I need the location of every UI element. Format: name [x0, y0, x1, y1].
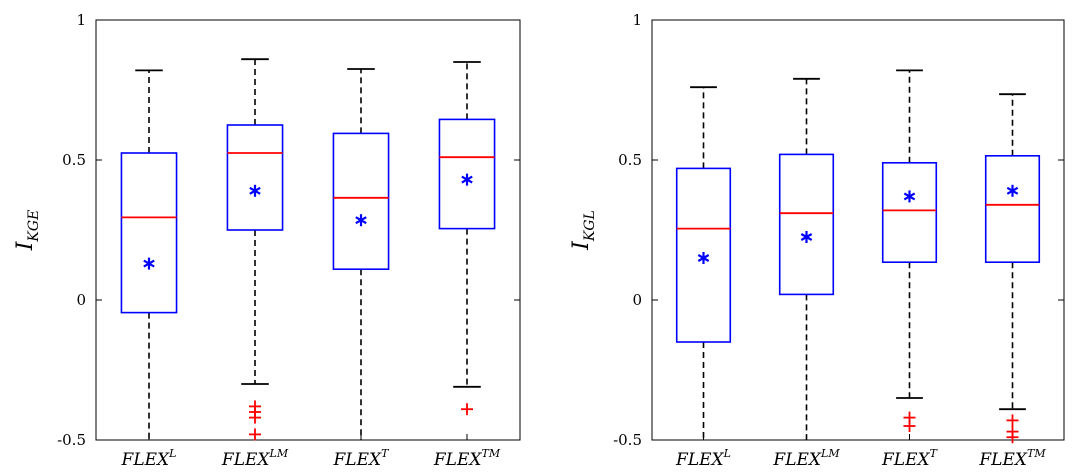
x-tick-label-base: FLEX [881, 450, 930, 470]
x-tick-label-base: FLEX [772, 450, 821, 470]
x-tick-label-base: FLEX [433, 450, 482, 470]
y-tick-label: 0.5 [62, 151, 86, 169]
iqr-box [120, 152, 178, 314]
x-tick-label-sup: T [381, 447, 390, 460]
y-tick-label: 1 [632, 11, 642, 29]
x-tick-label: FLEXL [121, 447, 177, 470]
iqr-box [675, 167, 732, 343]
iqr-box [438, 118, 496, 230]
x-tick-label: FLEXL [675, 447, 731, 470]
outlier-marker [249, 428, 261, 441]
mean-marker-stroke [1006, 186, 1019, 195]
x-tick-label-sup: LM [269, 447, 289, 460]
mean-marker [1006, 184, 1019, 197]
y-tick-label: 1 [76, 11, 86, 29]
box-group [120, 69, 178, 440]
mean-marker [903, 190, 916, 203]
box-group [438, 61, 496, 416]
x-tick-label-base: FLEX [221, 450, 270, 470]
y-axis-label-sub: KGE [26, 210, 42, 243]
mean-marker-stroke [800, 233, 813, 241]
x-tick-label: FLEXTM [433, 447, 501, 470]
mean-marker [697, 252, 710, 264]
x-tick-label-sup: T [930, 447, 939, 460]
iqr-box [226, 124, 284, 231]
iqr-box [881, 162, 938, 264]
axes-frame [95, 19, 521, 441]
mean-marker-stroke [903, 192, 916, 201]
iqr-box [778, 153, 835, 296]
x-tick-label: FLEXTM [978, 447, 1046, 470]
box-group [675, 86, 732, 440]
y-tick-label: 0.5 [618, 151, 642, 169]
x-tick-label: FLEXLM [221, 447, 289, 470]
mean-marker-stroke [143, 259, 155, 268]
x-tick-label-sup: L [723, 447, 731, 460]
y-axis-label: IKGE [13, 210, 42, 252]
outlier-marker [249, 411, 261, 424]
y-axis-label-base: I [13, 240, 38, 251]
x-tick-label: FLEXT [333, 447, 391, 470]
outlier-marker [461, 403, 473, 416]
box-group [984, 93, 1041, 444]
x-tick-label: FLEXT [881, 447, 939, 470]
x-tick-label-sup: L [168, 447, 176, 460]
outlier-marker [1006, 414, 1019, 427]
y-tick-label: -0.5 [57, 431, 86, 449]
x-tick-label-base: FLEX [978, 450, 1027, 470]
mean-marker-stroke [355, 216, 367, 225]
x-tick-label-base: FLEX [121, 450, 170, 470]
mean-marker [461, 173, 473, 186]
mean-marker [355, 214, 367, 227]
iqr-box [984, 155, 1041, 264]
box-group [778, 77, 835, 440]
x-tick-label-sup: TM [1027, 447, 1046, 460]
iqr-box [332, 132, 390, 270]
mean-marker-stroke [249, 186, 261, 195]
outlier-marker [903, 420, 916, 432]
box-group [226, 58, 284, 441]
outlier-marker [1006, 431, 1019, 444]
y-axis-label-sub: KGL [582, 210, 598, 242]
mean-marker [143, 257, 155, 270]
box-group [332, 68, 390, 440]
x-tick-label-base: FLEX [675, 450, 724, 470]
x-tick-label-sup: LM [820, 447, 840, 460]
box-group [881, 69, 938, 432]
x-tick-label-sup: TM [482, 447, 501, 460]
y-axis-label: IKGL [569, 210, 598, 251]
mean-marker [249, 184, 261, 197]
axes-frame [651, 19, 1065, 441]
x-tick-label: FLEXLM [772, 447, 840, 470]
y-tick-label: 0 [632, 291, 642, 309]
mean-marker [800, 231, 813, 243]
mean-marker-stroke [461, 175, 473, 184]
x-tick-label-base: FLEX [333, 450, 382, 470]
y-tick-label: 0 [76, 291, 86, 309]
y-tick-label: -0.5 [613, 431, 642, 449]
mean-marker-stroke [697, 254, 710, 262]
y-axis-label-base: I [569, 240, 594, 251]
